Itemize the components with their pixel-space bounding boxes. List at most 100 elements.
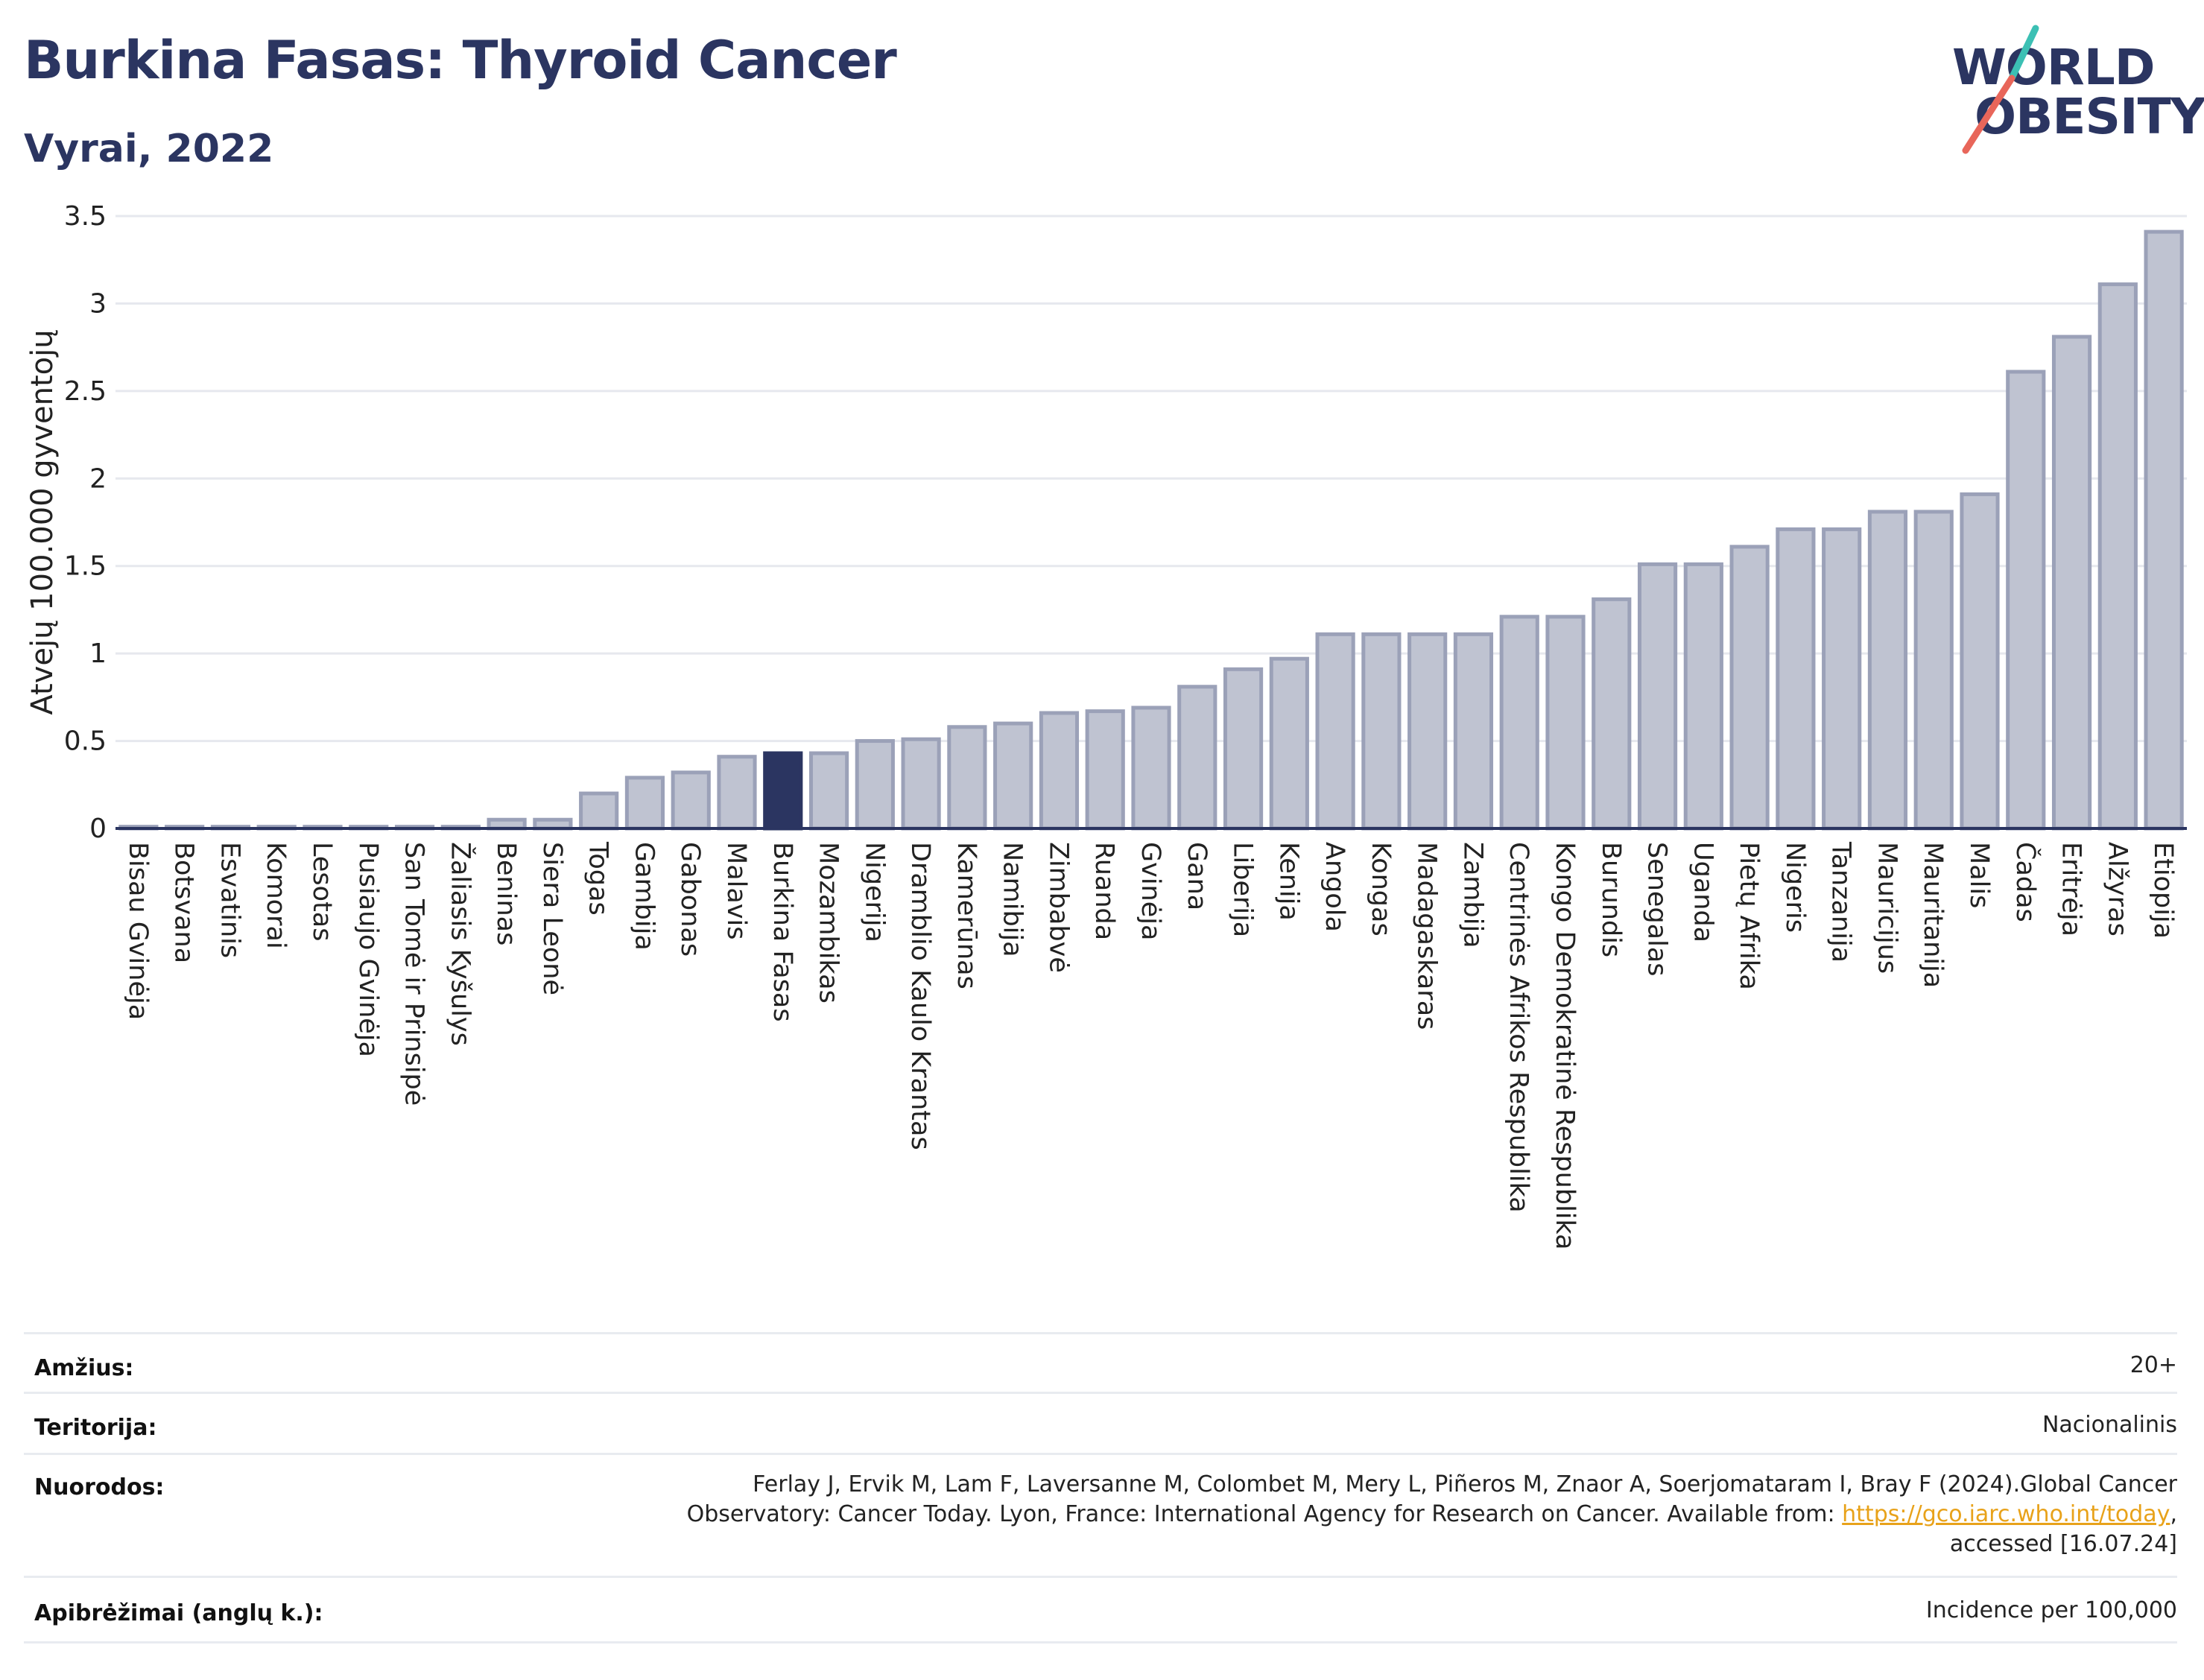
x-tick-label: Kenija: [1273, 842, 1303, 921]
x-tick-label: Beninas: [491, 842, 521, 945]
reference-line-2-end: ,: [2170, 1501, 2177, 1527]
x-tick-label: Senegalas: [1642, 842, 1672, 977]
bar: [993, 721, 1033, 831]
x-tick-label: Kamerūnas: [951, 842, 981, 989]
x-tick-label: Siera Leonė: [537, 842, 567, 995]
bar: [1039, 711, 1080, 831]
x-tick-label: Burundis: [1596, 842, 1626, 957]
y-axis-label: Atvejų 100.000 gyventojų: [25, 329, 60, 714]
x-tick-label: Zimbabvė: [1043, 842, 1073, 973]
bar: [1545, 615, 1586, 831]
x-tick-label: Lesotas: [307, 842, 337, 941]
bar: [2144, 229, 2184, 831]
bar: [1499, 615, 1539, 831]
x-tick-label: Alžyras: [2102, 842, 2132, 936]
x-tick-label: Namibija: [998, 842, 1027, 957]
bar: [717, 755, 757, 831]
reference-line-2-text: Observatory: Cancer Today. Lyon, France:…: [686, 1501, 1843, 1527]
x-tick-label: Tanzanija: [1826, 841, 1856, 963]
info-row-definitions: Apibrėžimai (anglų k.): Incidence per 10…: [24, 1576, 2177, 1643]
bar: [1592, 597, 1632, 831]
x-tick-label: Zambija: [1457, 842, 1487, 948]
x-tick-label: Gabonas: [675, 842, 705, 957]
bar: [2006, 370, 2046, 831]
y-tick-label: 0: [89, 814, 107, 844]
bar: [1960, 492, 2000, 831]
info-value-territory: Nacionalinis: [2042, 1412, 2177, 1438]
x-tick-label: San Tomė ir Prinsipė: [399, 842, 429, 1106]
y-tick-label: 3.5: [64, 201, 107, 232]
x-tick-label: Malavis: [721, 842, 751, 940]
bar: [1085, 709, 1125, 831]
reference-line-2: Observatory: Cancer Today. Lyon, France:…: [687, 1500, 2177, 1530]
bar: [1315, 632, 1355, 831]
y-tick-label: 2: [89, 463, 107, 494]
logo-text-line2: OBESITY: [1975, 88, 2204, 145]
y-tick-label: 1.5: [64, 551, 107, 582]
x-tick-label: Čadas: [2010, 842, 2042, 922]
y-tick-label: 0.5: [64, 726, 107, 757]
bar: [1729, 545, 1770, 831]
info-value-age: 20+: [2129, 1352, 2177, 1378]
bar: [1637, 562, 1678, 831]
bar: [947, 725, 987, 831]
x-tick-label: Ruanda: [1089, 842, 1119, 940]
reference-line-1: Ferlay J, Ervik M, Lam F, Laversanne M, …: [753, 1471, 2177, 1497]
x-tick-label: Bisau Gvinėja: [123, 842, 153, 1020]
bar: [1177, 685, 1217, 831]
info-value-definitions: Incidence per 100,000: [1925, 1597, 2177, 1623]
bar: [901, 737, 941, 831]
x-tick-label: Gvinėja: [1136, 842, 1165, 940]
x-tick-label: Angola: [1320, 842, 1349, 932]
y-tick-label: 2.5: [64, 376, 107, 407]
x-tick-label: Centrinės Afrikos Respublika: [1504, 842, 1533, 1213]
bar: [1223, 667, 1264, 831]
x-tick-label: Togas: [583, 841, 613, 916]
x-tick-label: Dramblio Kaulo Krantas: [905, 842, 935, 1150]
bar-chart: 0 0.5 1 1.5 2 2.5 3 3.5 Atvejų 100.000 gyventojų…: [25, 201, 2187, 1250]
x-tick-label: Žaliasis Kyšulys: [445, 842, 476, 1046]
info-row-territory: Teritorija: Nacionalinis: [24, 1392, 2177, 1454]
x-tick-label: Mozambikas: [814, 842, 843, 1004]
bar: [808, 751, 849, 831]
bar: [1867, 510, 1908, 831]
x-tick-label: Pietų Afrika: [1734, 842, 1764, 990]
info-table: Amžius: 20+ Teritorija: Nacionalinis Nuo…: [24, 1332, 2177, 1645]
bar: [1683, 562, 1723, 831]
chart-subtitle: Vyrai, 2022: [24, 127, 274, 171]
x-tick-label: Kongo Demokratinė Respublika: [1550, 842, 1580, 1250]
x-tick-label: Mauricijus: [1872, 842, 1901, 974]
x-tick-label: Botsvana: [169, 842, 199, 963]
x-tick-label: Burkina Fasas: [767, 842, 797, 1022]
x-tick-label: Uganda: [1688, 842, 1717, 942]
info-value-references: Ferlay J, Ervik M, Lam F, Laversanne M, …: [687, 1470, 2177, 1559]
bar: [1822, 527, 1862, 831]
x-tick-label: Nigerija: [859, 842, 889, 942]
bar: [855, 739, 895, 831]
bar: [1407, 632, 1448, 831]
world-obesity-logo: WORLD OBESITY: [1945, 22, 2204, 156]
info-label-references: Nuorodos:: [34, 1474, 165, 1500]
x-tick-label: Eritrėja: [2056, 842, 2086, 936]
chart-title: Burkina Fasas: Thyroid Cancer: [24, 30, 897, 91]
bar: [579, 791, 619, 831]
info-label-age: Amžius:: [34, 1355, 134, 1381]
reference-link[interactable]: https://gco.iarc.who.int/today: [1842, 1501, 2170, 1527]
bar: [1269, 656, 1309, 831]
bar: [763, 751, 803, 831]
logo-slash-icon: [1962, 25, 2039, 154]
bar: [1776, 527, 1816, 831]
info-label-definitions: Apibrėžimai (anglų k.):: [34, 1600, 323, 1626]
bar: [1453, 632, 1494, 831]
x-tick-label: Liberija: [1228, 842, 1258, 937]
reference-line-3: accessed [16.07.24]: [1949, 1531, 2177, 1557]
info-row-age: Amžius: 20+: [24, 1332, 2177, 1394]
bar: [2051, 335, 2092, 831]
x-tick-label: Madagaskaras: [1412, 842, 1442, 1030]
logo-text-line1: WORLD: [1952, 39, 2156, 96]
x-tick-label: Kongas: [1366, 842, 1396, 936]
bar: [671, 770, 711, 831]
bar: [1131, 706, 1171, 831]
info-label-territory: Teritorija:: [34, 1415, 157, 1441]
x-tick-label: Pusiaujo Gvinėja: [353, 842, 383, 1057]
